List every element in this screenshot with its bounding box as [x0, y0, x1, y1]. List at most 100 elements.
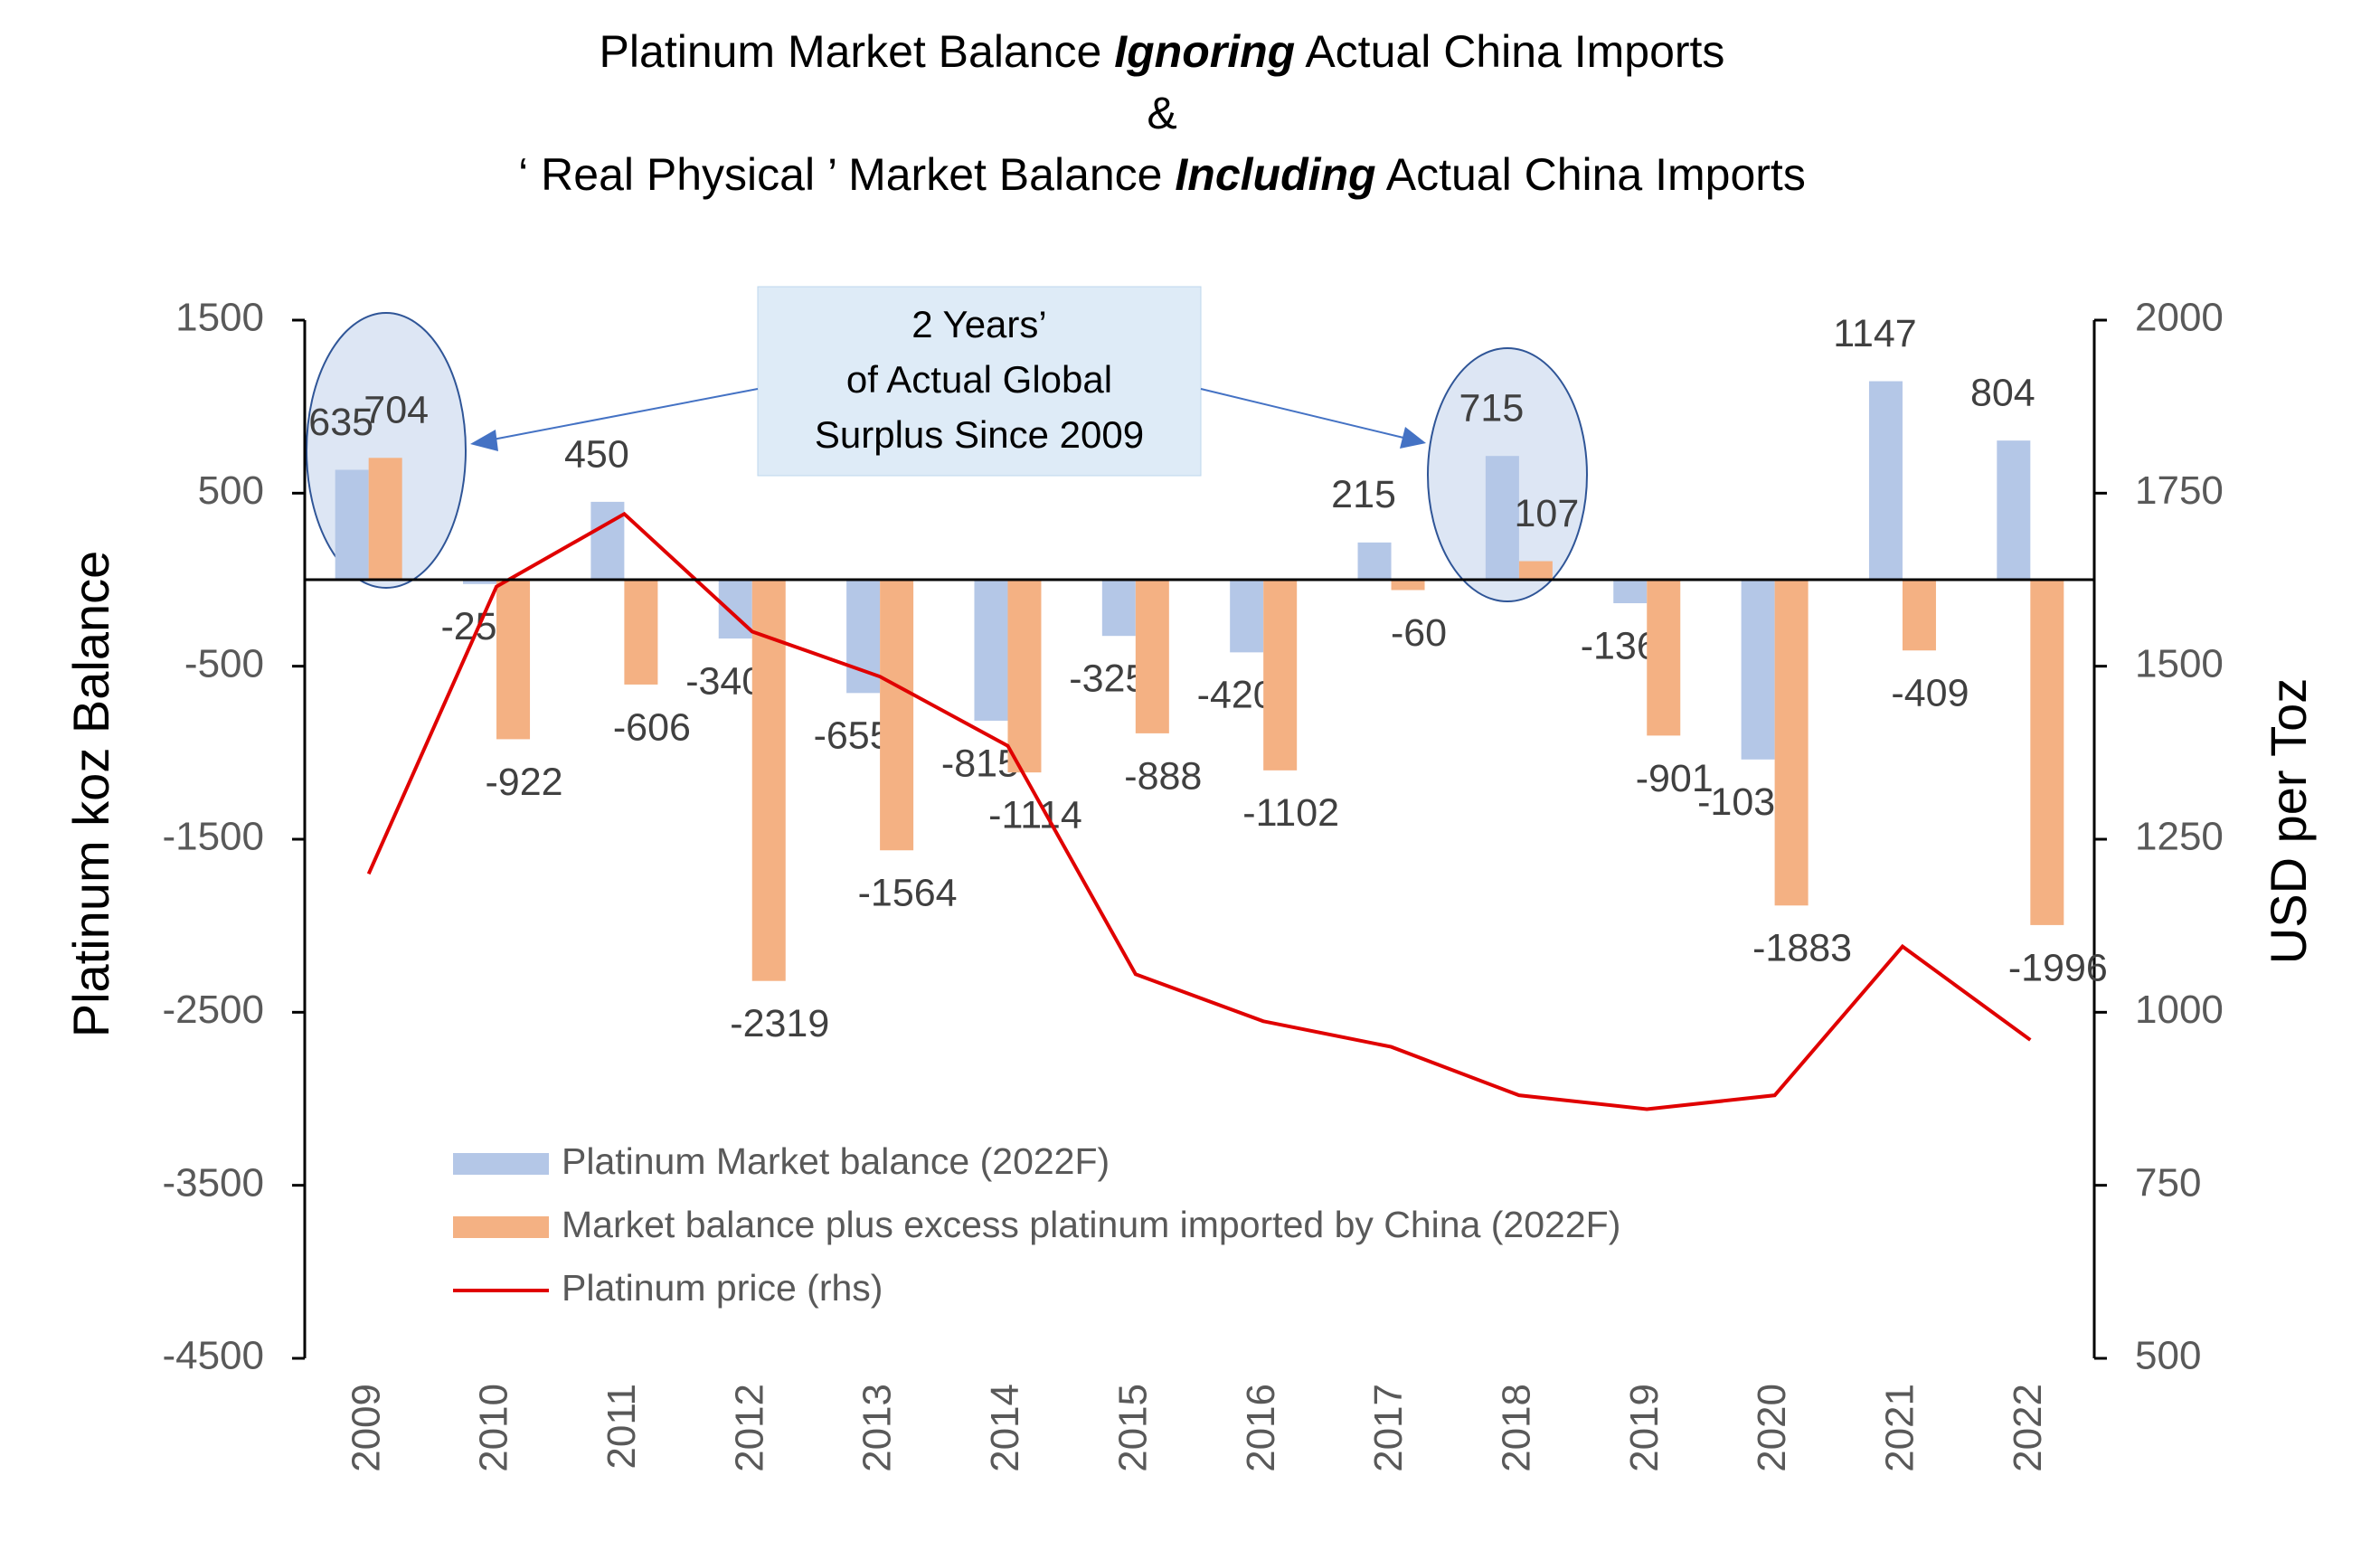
- chart-title: ‘ Real Physical ’ Market Balance Includi…: [518, 149, 1806, 200]
- y-tick-label: -500: [184, 641, 264, 685]
- bar: [1997, 440, 2031, 580]
- data-label: -606: [613, 705, 691, 749]
- x-tick-label: 2012: [727, 1384, 771, 1472]
- data-label: 450: [564, 432, 629, 476]
- title-part: ‘ Real Physical ’ Market Balance: [518, 149, 1175, 200]
- bar: [1007, 580, 1042, 773]
- data-label: -888: [1124, 754, 1202, 798]
- chart-title: &: [1147, 88, 1176, 138]
- bar: [1263, 580, 1298, 770]
- annotation-text: 2 Years’: [911, 303, 1046, 345]
- bar: [1741, 580, 1775, 760]
- arrow-head: [470, 430, 498, 451]
- x-tick-label: 2013: [855, 1384, 900, 1472]
- y2-tick-label: 1500: [2135, 641, 2224, 685]
- y2-tick-label: 1000: [2135, 988, 2224, 1032]
- data-label: -1996: [2008, 946, 2108, 989]
- bar: [1357, 542, 1392, 580]
- bar: [1868, 381, 1903, 580]
- annotation-box: [757, 286, 1202, 477]
- data-label: 1147: [1833, 312, 1916, 355]
- bar: [335, 469, 369, 580]
- bar: [368, 458, 402, 580]
- bar: [590, 501, 625, 580]
- bar: [1391, 580, 1425, 591]
- legend-label: Market balance plus excess platinum impo…: [562, 1204, 1620, 1245]
- bar: [2030, 580, 2064, 925]
- bar: [974, 580, 1008, 721]
- arrow-head: [1400, 427, 1426, 449]
- data-label: -1883: [1752, 927, 1852, 970]
- y-tick-label: 1500: [175, 296, 264, 340]
- title-part: Including: [1175, 149, 1375, 200]
- y-axis-title: Platinum koz Balance: [62, 551, 119, 1038]
- bar: [1902, 580, 1936, 651]
- x-tick-label: 2016: [1239, 1384, 1283, 1472]
- x-tick-label: 2011: [600, 1384, 644, 1470]
- data-label: -25: [440, 605, 496, 648]
- y2-tick-label: 2000: [2135, 296, 2224, 340]
- x-tick-label: 2019: [1622, 1384, 1667, 1472]
- title-part: Actual China Imports: [1376, 149, 1806, 200]
- x-tick-label: 2020: [1750, 1384, 1794, 1472]
- y-tick-label: 500: [198, 468, 264, 513]
- data-label: -136: [1581, 624, 1658, 667]
- data-label: -655: [814, 714, 892, 758]
- price-line: [366, 511, 2032, 1111]
- data-label: -409: [1891, 672, 1969, 715]
- x-tick-label: 2021: [1878, 1384, 1922, 1472]
- chart-title: Platinum Market Balance Ignoring Actual …: [600, 26, 1725, 77]
- legend-label: Platinum price (rhs): [562, 1267, 883, 1309]
- annotation-text: Surplus Since 2009: [815, 413, 1144, 456]
- bar: [463, 580, 497, 584]
- bar: [1485, 456, 1519, 580]
- bar: [1518, 561, 1553, 580]
- bar: [496, 580, 531, 740]
- x-tick-label: 2017: [1366, 1384, 1411, 1472]
- bar: [1774, 580, 1809, 906]
- y2-tick-label: 1250: [2135, 815, 2224, 859]
- data-label: -420: [1197, 674, 1275, 717]
- data-label: -1564: [858, 872, 958, 915]
- data-label: -325: [1069, 657, 1147, 701]
- bar: [1230, 580, 1264, 653]
- y-tick-label: -2500: [162, 988, 264, 1032]
- x-tick-label: 2018: [1495, 1384, 1539, 1472]
- data-label: 704: [364, 389, 429, 432]
- bar: [624, 580, 658, 685]
- data-label: -2319: [730, 1002, 829, 1045]
- title-part: Actual China Imports: [1295, 26, 1724, 77]
- arrow: [492, 388, 759, 440]
- annotation-text: of Actual Global: [846, 358, 1112, 401]
- x-tick-label: 2009: [344, 1384, 388, 1472]
- y2-tick-label: 1750: [2135, 468, 2224, 513]
- data-label: -1102: [1242, 791, 1339, 835]
- x-tick-label: 2010: [472, 1384, 516, 1472]
- bar: [880, 580, 914, 851]
- bar: [1647, 580, 1681, 736]
- bar: [1135, 580, 1169, 733]
- bar: [751, 580, 786, 981]
- y-tick-label: -4500: [162, 1334, 264, 1378]
- legend-label: Platinum Market balance (2022F): [562, 1140, 1110, 1182]
- x-tick-label: 2022: [2006, 1384, 2050, 1472]
- bar: [1101, 580, 1136, 637]
- data-label: -922: [485, 761, 562, 804]
- y2-tick-label: 750: [2135, 1160, 2201, 1205]
- x-tick-label: 2014: [983, 1384, 1027, 1472]
- title-part: Ignoring: [1114, 26, 1295, 77]
- data-label: -1114: [988, 794, 1082, 837]
- data-label: -901: [1636, 757, 1714, 800]
- data-label: 635: [308, 401, 373, 444]
- y-tick-label: -1500: [162, 815, 264, 859]
- data-label: 715: [1459, 387, 1525, 430]
- bar: [1613, 580, 1648, 604]
- data-label: 215: [1331, 473, 1396, 516]
- y-tick-label: -3500: [162, 1160, 264, 1205]
- data-label: -60: [1391, 611, 1447, 655]
- legend-swatch: [453, 1153, 549, 1175]
- bar: [718, 580, 752, 639]
- arrow: [1200, 388, 1404, 439]
- title-part: &: [1147, 88, 1176, 138]
